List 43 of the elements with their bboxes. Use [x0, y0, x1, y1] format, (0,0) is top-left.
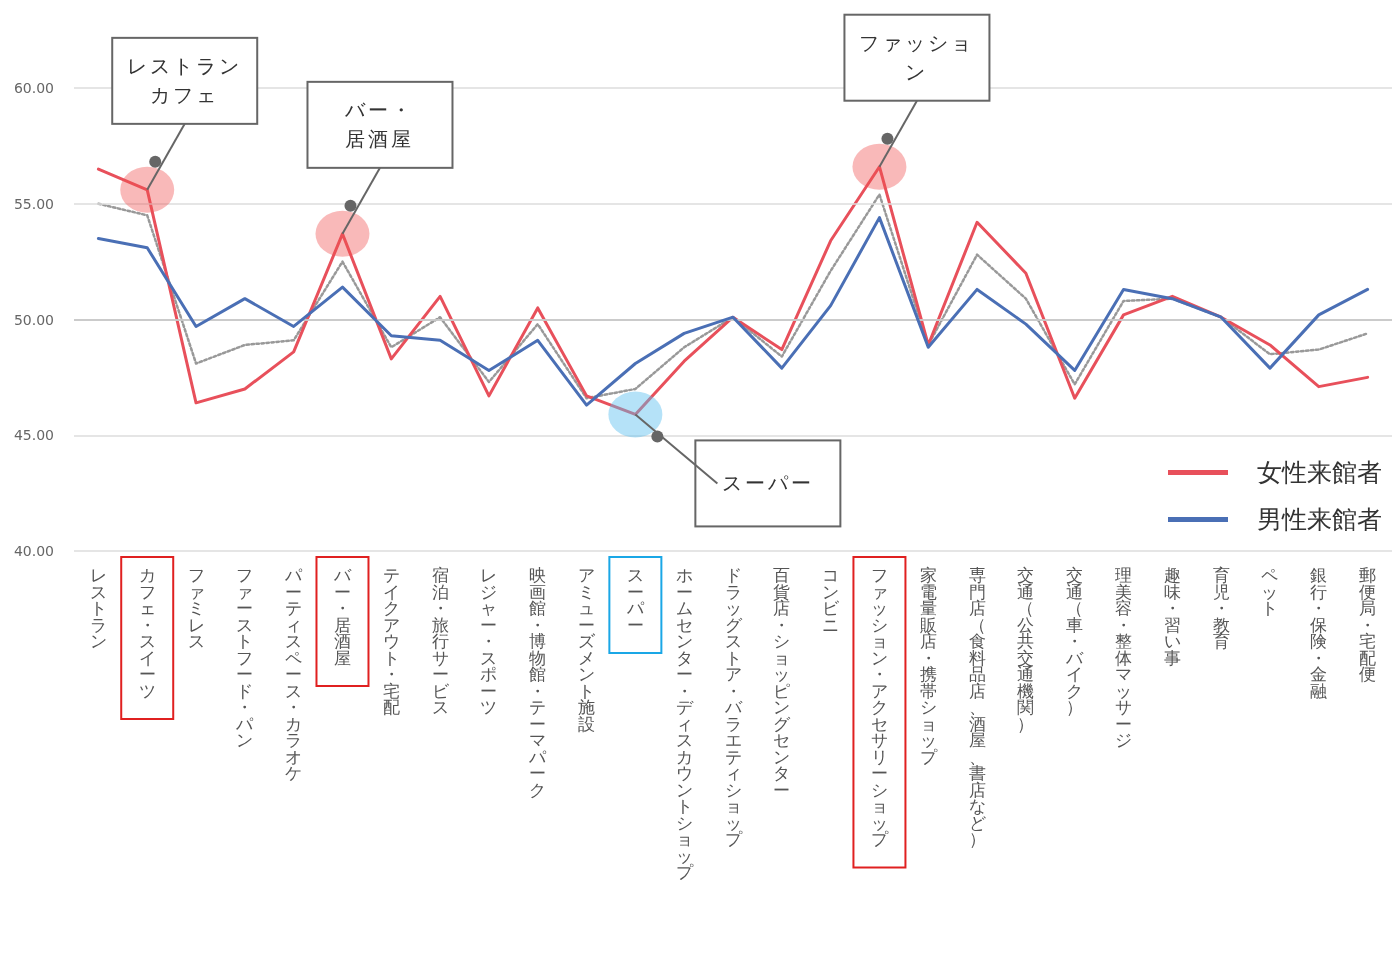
category-label: ファーストフード・パン [236, 565, 254, 751]
y-tick-label: 40.00 [13, 543, 54, 559]
category-label: 家電量販店・携帯ショップ [919, 565, 937, 767]
x-tick-label: カフェ・スイーツ [138, 565, 156, 701]
callout: スーパー [634, 413, 842, 528]
annotation: バー・居酒屋 [344, 98, 415, 152]
category-label: ホームセンター・ディスカウントショップ [675, 565, 693, 883]
category-label: 宿泊・旅行サービス [431, 565, 449, 718]
x-tick-label: 育児・教育 [1212, 565, 1230, 652]
callout: レストランカフェ [111, 36, 259, 191]
x-tick-label: ファミレス [187, 565, 205, 652]
annotation: スーパー [721, 471, 814, 496]
annotation: レストランカフェ [127, 54, 243, 108]
line-series [96, 165, 1370, 416]
x-tick-label: レストラン [89, 565, 107, 652]
category-label: ファッション・アクセサリーショップ [870, 565, 888, 850]
callout: バー・居酒屋 [306, 80, 454, 235]
x-tick-label: コンビニ [822, 565, 841, 635]
category-label: パーティスペース・カラオケ [285, 565, 303, 784]
y-tick-label: 55.00 [13, 195, 54, 212]
y-tick-label: 45.00 [13, 427, 54, 444]
category-label: 交通（車・バイク） [1066, 565, 1084, 718]
y-tick-label: 60.00 [13, 80, 54, 96]
callout: ファッション [843, 13, 991, 168]
x-tick-label: ペット [1261, 565, 1279, 619]
x-tick-label: 郵便局・宅配便 [1359, 565, 1377, 685]
x-tick-label: 趣味・習い事 [1163, 565, 1181, 668]
category-label: アミューズメント施設 [578, 565, 596, 734]
category-label: 交通（公共交通機関） [1017, 565, 1035, 734]
category-label: レジャー・スポーツ [480, 565, 498, 718]
category-label: テイクアウト・宅配 [382, 565, 400, 718]
legend-label: 男性来館者 [1257, 505, 1382, 534]
category-label: 専門店（食料品店、酒屋、書店など） [968, 565, 986, 850]
category-label: 映画館・博物館・テーマパーク [529, 565, 547, 800]
category-label: 理美容・整体マッサージ [1115, 565, 1133, 751]
x-tick-label: 銀行・保険・金融 [1310, 565, 1328, 701]
category-label: 百貨店・ショッピングセンター [773, 565, 791, 800]
y-tick-label: 50.00 [13, 311, 54, 328]
legend-label: 女性来館者 [1257, 458, 1382, 487]
annotation: ファッション [859, 31, 975, 85]
category-label: ドラッグストア・バラエティショップ [724, 565, 742, 850]
x-tick-label: スーパー [625, 565, 645, 635]
x-tick-label: バー・居酒屋 [332, 565, 352, 668]
